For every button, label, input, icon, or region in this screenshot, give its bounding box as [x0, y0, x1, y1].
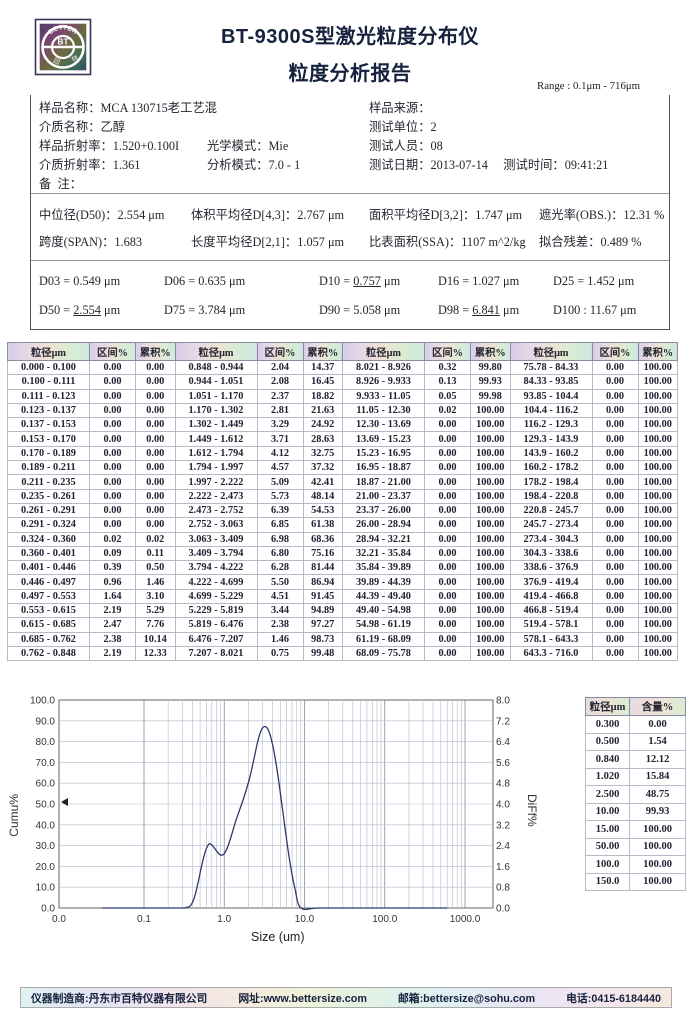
- svg-text:30.0: 30.0: [36, 841, 56, 852]
- svg-text:0.0: 0.0: [496, 904, 510, 915]
- svg-text:70.0: 70.0: [36, 758, 56, 769]
- svg-text:80.0: 80.0: [36, 737, 56, 748]
- svg-text:10.0: 10.0: [295, 914, 315, 925]
- svg-text:40.0: 40.0: [36, 820, 56, 831]
- svg-text:90.0: 90.0: [36, 716, 56, 727]
- svg-text:0.1: 0.1: [137, 914, 151, 925]
- svg-text:5.6: 5.6: [496, 758, 510, 769]
- svg-text:60.0: 60.0: [36, 779, 56, 790]
- svg-text:8.0: 8.0: [496, 696, 510, 707]
- svg-text:0.0: 0.0: [41, 904, 55, 915]
- svg-text:20.0: 20.0: [36, 862, 56, 873]
- svg-text:4.0: 4.0: [496, 800, 510, 811]
- svg-text:3.2: 3.2: [496, 820, 510, 831]
- svg-text:4.8: 4.8: [496, 779, 510, 790]
- svg-text:1.6: 1.6: [496, 862, 510, 873]
- svg-text:2.4: 2.4: [496, 841, 510, 852]
- svg-text:1000.0: 1000.0: [450, 914, 481, 925]
- svg-text:0.0: 0.0: [52, 914, 66, 925]
- svg-text:0.8: 0.8: [496, 883, 510, 894]
- svg-text:6.4: 6.4: [496, 737, 510, 748]
- svg-text:1.0: 1.0: [217, 914, 231, 925]
- svg-text:100.0: 100.0: [372, 914, 397, 925]
- svg-text:7.2: 7.2: [496, 716, 510, 727]
- svg-text:100.0: 100.0: [30, 696, 55, 707]
- svg-text:50.0: 50.0: [36, 800, 56, 811]
- svg-text:10.0: 10.0: [36, 883, 56, 894]
